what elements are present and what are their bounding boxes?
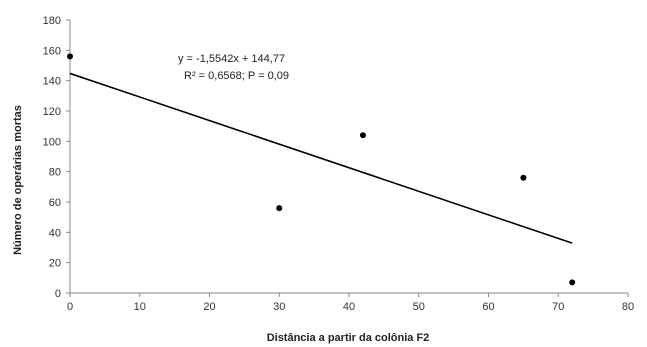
y-tick-label: 20: [49, 258, 61, 270]
data-point: [276, 205, 283, 212]
x-tick-label: 80: [622, 301, 634, 313]
x-tick-label: 10: [134, 301, 146, 313]
data-point: [520, 174, 527, 181]
data-point: [67, 53, 73, 60]
x-axis-title: Distância a partir da colônia F2: [267, 332, 430, 344]
data-point: [359, 132, 366, 139]
x-tick-label: 70: [552, 301, 564, 313]
y-tick-label: 80: [49, 167, 61, 179]
equation-annotation: y = -1,5542x + 144,77: [178, 53, 285, 65]
y-tick-label: 180: [43, 15, 61, 27]
x-tick-label: 40: [343, 301, 355, 313]
x-tick-label: 30: [273, 301, 285, 313]
x-tick-label: 50: [413, 301, 425, 313]
x-tick-label: 20: [203, 301, 215, 313]
y-tick-label: 60: [49, 197, 61, 209]
x-tick-label: 0: [67, 301, 73, 313]
y-tick-label: 40: [49, 227, 61, 239]
r-squared-annotation: R² = 0,6568; P = 0,09: [184, 70, 289, 82]
y-tick-label: 140: [43, 76, 61, 88]
y-tick-label: 0: [55, 288, 61, 300]
axes: [66, 19, 629, 297]
y-tick-label: 100: [43, 136, 61, 148]
x-tick-label: 60: [482, 301, 494, 313]
tick-labels: 0 10 20 30 40 50 60 70 80 0 20 40 60 80 100 120 140 160 18…: [43, 15, 634, 313]
data-points: [67, 53, 576, 286]
data-point: [569, 279, 576, 286]
y-tick-label: 120: [43, 106, 61, 118]
y-axis-title: Número de operárias mortas: [12, 105, 24, 255]
y-tick-label: 160: [43, 45, 61, 57]
trendline: [69, 72, 573, 244]
